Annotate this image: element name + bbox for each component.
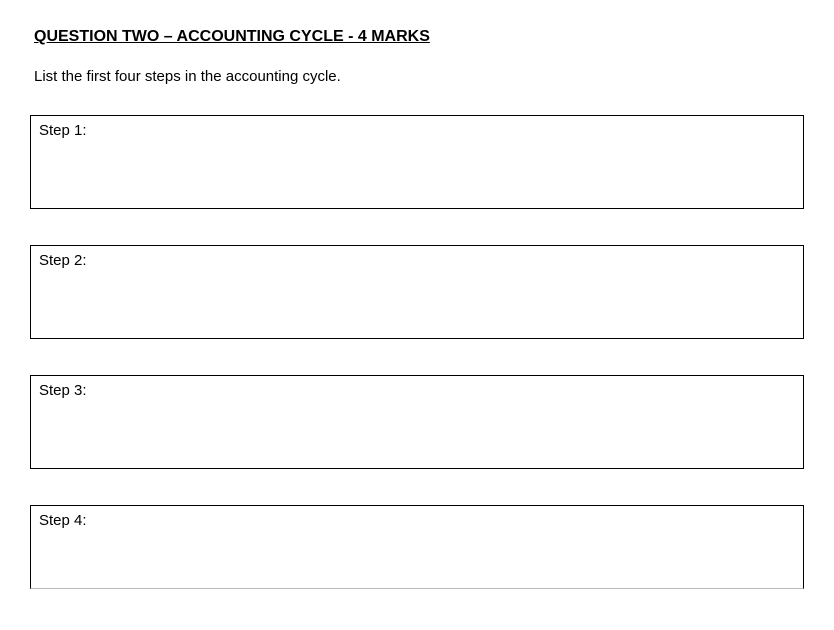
step-label: Step 3:: [39, 382, 87, 399]
answer-box-step-2[interactable]: Step 2:: [30, 245, 804, 339]
answer-box-step-1[interactable]: Step 1:: [30, 115, 804, 209]
step-label: Step 1:: [39, 122, 87, 139]
question-instruction: List the first four steps in the account…: [34, 68, 804, 85]
question-title: QUESTION TWO – ACCOUNTING CYCLE - 4 MARK…: [34, 28, 804, 46]
answer-box-step-4[interactable]: Step 4:: [30, 505, 804, 589]
worksheet-page: QUESTION TWO – ACCOUNTING CYCLE - 4 MARK…: [0, 0, 834, 589]
answer-box-step-3[interactable]: Step 3:: [30, 375, 804, 469]
step-label: Step 2:: [39, 252, 87, 269]
step-label: Step 4:: [39, 512, 87, 529]
